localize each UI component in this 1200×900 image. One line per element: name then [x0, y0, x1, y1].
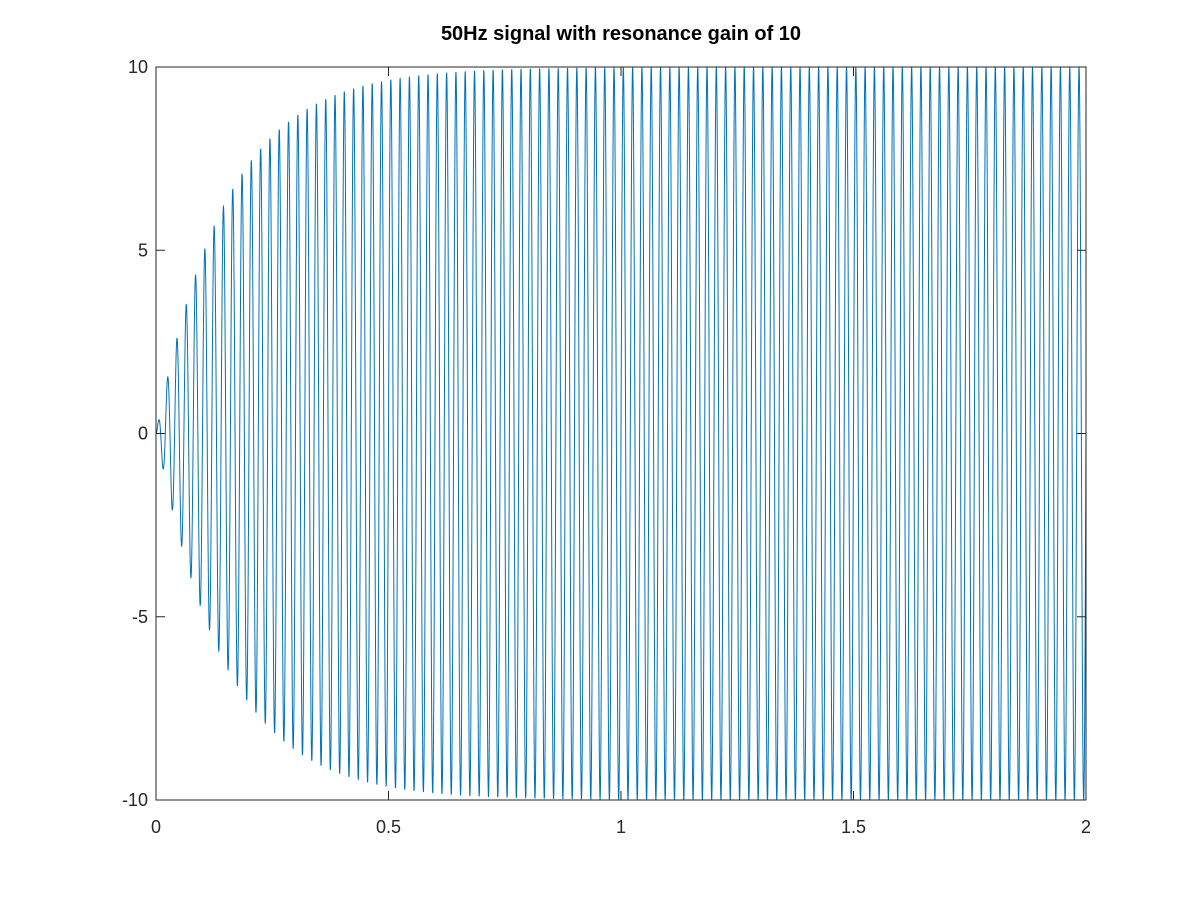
x-tick-label: 1.5 [841, 817, 866, 837]
y-tick-label: -5 [132, 607, 148, 627]
series-line-signal [155, 66, 1087, 801]
y-tick-label: -10 [122, 790, 148, 810]
ticks-layer: 0 0.5 1 1.5 2 -10 -5 0 5 10 [122, 57, 1091, 837]
y-tick-label: 10 [128, 57, 148, 77]
x-tick-label: 1 [616, 817, 626, 837]
x-tick-label: 0.5 [376, 817, 401, 837]
chart-title: 50Hz signal with resonance gain of 10 [441, 23, 801, 45]
y-tick-label: 0 [138, 424, 148, 444]
y-tick-label: 5 [138, 240, 148, 260]
x-tick-label: 2 [1081, 817, 1091, 837]
x-tick-label: 0 [151, 817, 161, 837]
series-layer [155, 66, 1087, 801]
